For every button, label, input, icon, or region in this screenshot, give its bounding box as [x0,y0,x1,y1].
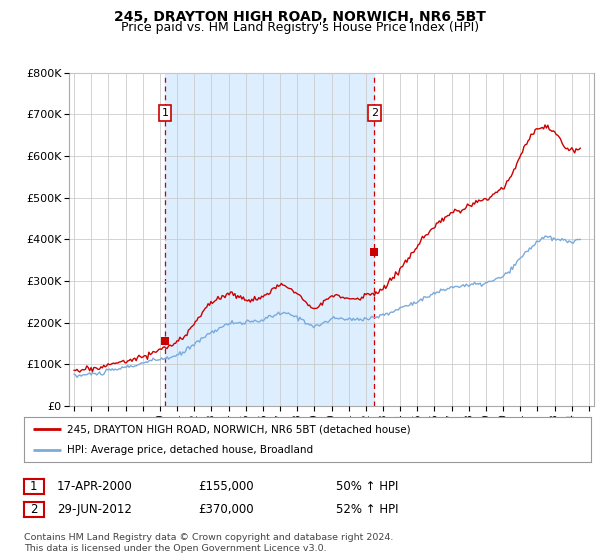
Text: 50% ↑ HPI: 50% ↑ HPI [336,480,398,493]
Text: 29-JUN-2012: 29-JUN-2012 [57,503,132,516]
Text: 245, DRAYTON HIGH ROAD, NORWICH, NR6 5BT (detached house): 245, DRAYTON HIGH ROAD, NORWICH, NR6 5BT… [67,424,410,435]
Text: £155,000: £155,000 [198,480,254,493]
Text: Contains HM Land Registry data © Crown copyright and database right 2024.
This d: Contains HM Land Registry data © Crown c… [24,533,394,553]
Text: 2: 2 [30,503,38,516]
Text: 52% ↑ HPI: 52% ↑ HPI [336,503,398,516]
Bar [165,73,374,406]
Text: 1: 1 [161,108,169,118]
Text: 1: 1 [30,480,38,493]
Text: Price paid vs. HM Land Registry's House Price Index (HPI): Price paid vs. HM Land Registry's House … [121,21,479,34]
Text: 17-APR-2000: 17-APR-2000 [57,480,133,493]
Text: 245, DRAYTON HIGH ROAD, NORWICH, NR6 5BT: 245, DRAYTON HIGH ROAD, NORWICH, NR6 5BT [114,10,486,24]
Text: 2: 2 [371,108,378,118]
Text: £370,000: £370,000 [198,503,254,516]
Text: HPI: Average price, detached house, Broadland: HPI: Average price, detached house, Broa… [67,445,313,455]
